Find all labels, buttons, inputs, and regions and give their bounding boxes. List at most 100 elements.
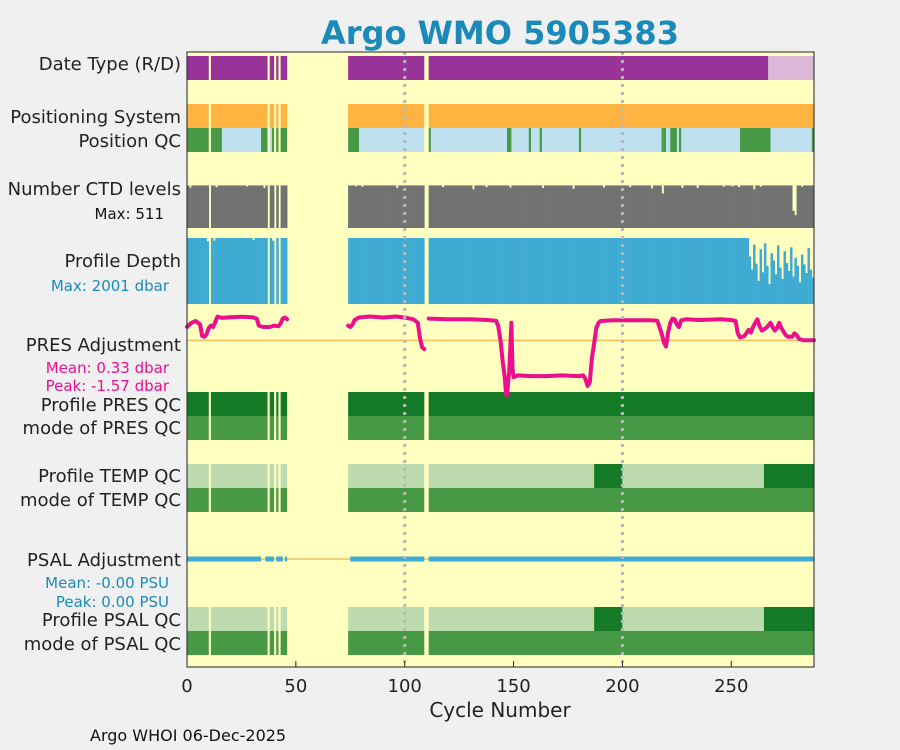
ctd-levels-bar [663,185,667,228]
ctd-levels-bar [792,210,795,228]
profile-depth-bar [781,278,784,304]
profile-depth-bar [358,238,362,304]
ctd-levels-bar [446,185,449,228]
x-tick-label: 50 [284,676,307,697]
plot-marks [185,56,816,655]
ctd-levels-bar [210,185,214,228]
ctd-levels-bar [206,185,210,228]
ctd-levels-bar [774,185,778,228]
profile-depth-bar [528,238,532,304]
pres-adjustment-line [185,314,816,398]
profile-depth-bar [750,269,754,304]
profile-depth-bar [805,272,808,304]
ctd-levels-bar [258,185,262,228]
missing-cycle-gap [274,488,277,512]
profile-depth-bar [561,238,564,304]
profile-depth-bar [213,240,216,304]
ctd-levels-bar [692,185,695,228]
profile-depth-bar [702,238,706,304]
profile-depth-bar [563,238,567,304]
temp-profile-qc-segment [622,464,764,488]
ctd-levels-bar [237,185,240,228]
profile-depth-bar [761,272,765,304]
profile-depth-bar [428,238,432,304]
ctd-levels-bar [796,185,800,228]
ctd-levels-bar [202,185,205,228]
profile-depth-bar [731,238,734,304]
ctd-levels-bar [197,185,201,228]
profile-depth-bar [628,238,632,304]
ctd-levels-bar [428,185,432,228]
ctd-levels-bar [187,185,190,228]
x-axis: 0 50 100 150 200 250 [181,661,748,697]
row-labels: Date Type (R/D) Positioning System Posit… [8,54,181,655]
profile-depth-bar [550,238,554,304]
ctd-levels-bar [498,185,501,228]
ctd-levels-bar [544,185,547,228]
temp-profile-qc-segment [763,464,814,488]
profile-depth-bar [393,238,397,304]
ctd-levels-bar [441,187,445,228]
ctd-levels-bar [533,185,536,228]
missing-cycle-gap [424,392,429,416]
profile-depth-bar [493,238,497,304]
ctd-levels-bar [385,185,388,228]
profile-depth-bar [774,274,778,304]
ctd-levels-bar [554,185,558,228]
ctd-levels-bar [522,185,525,228]
profile-depth-bar [380,238,384,304]
ctd-levels-bar [570,185,573,228]
sublabel-psal-mean: Mean: -0.00 PSU [45,574,169,592]
ctd-levels-bar [652,185,656,228]
missing-cycle-gap [208,128,211,152]
ctd-levels-bar [661,193,665,228]
profile-depth-bar [607,238,610,304]
profile-depth-bar [413,238,416,304]
ctd-levels-bar [598,185,601,228]
profile-depth-bar [633,238,636,304]
ctd-levels-bar [687,185,691,228]
ctd-levels-bar [637,185,641,228]
ctd-levels-bar [221,185,225,228]
profile-depth-bar [776,245,780,304]
ctd-levels-bar [485,187,488,228]
missing-cycle-gap [208,607,211,631]
profile-depth-bar [794,257,797,304]
profile-depth-bar [535,238,538,304]
profile-depth-bar [785,263,789,304]
ctd-levels-bar [415,185,419,228]
ctd-levels-bar [766,185,769,228]
ctd-levels-bar [352,185,355,228]
label-pres-adjustment: PRES Adjustment [26,335,181,356]
ctd-levels-bar [193,185,197,228]
ctd-levels-bar [409,185,412,228]
ctd-levels-bar [759,186,763,228]
psal-profile-qc-segment [594,607,623,631]
position-qc-good-segment [187,128,222,152]
ctd-levels-bar [583,185,586,228]
ctd-levels-bar [502,185,506,228]
ctd-levels-bar [733,185,736,228]
ctd-levels-bar [611,185,615,228]
profile-depth-bar [504,238,508,304]
profile-depth-bar [459,238,462,304]
ctd-levels-bar [489,185,493,228]
ctd-levels-bar [683,185,686,228]
profile-depth-bar [441,238,445,304]
x-tick-label: 200 [605,676,639,697]
ctd-levels-bar [232,185,236,228]
ctd-levels-bar [644,185,647,228]
position-qc-good-segment [670,128,677,152]
ctd-levels-bar [367,185,371,228]
missing-cycle-gap [267,631,270,655]
profile-depth-bar [419,238,423,304]
ctd-levels-bar [709,185,712,228]
ctd-levels-bar [513,185,517,228]
profile-depth-bar [709,238,712,304]
ctd-levels-bar [437,185,440,228]
profile-depth-bar [763,243,767,304]
position-qc-good-segment [661,128,664,152]
profile-depth-bar [276,238,279,304]
psal-profile-qc-segment [187,607,595,631]
profile-depth-bar [226,238,229,304]
